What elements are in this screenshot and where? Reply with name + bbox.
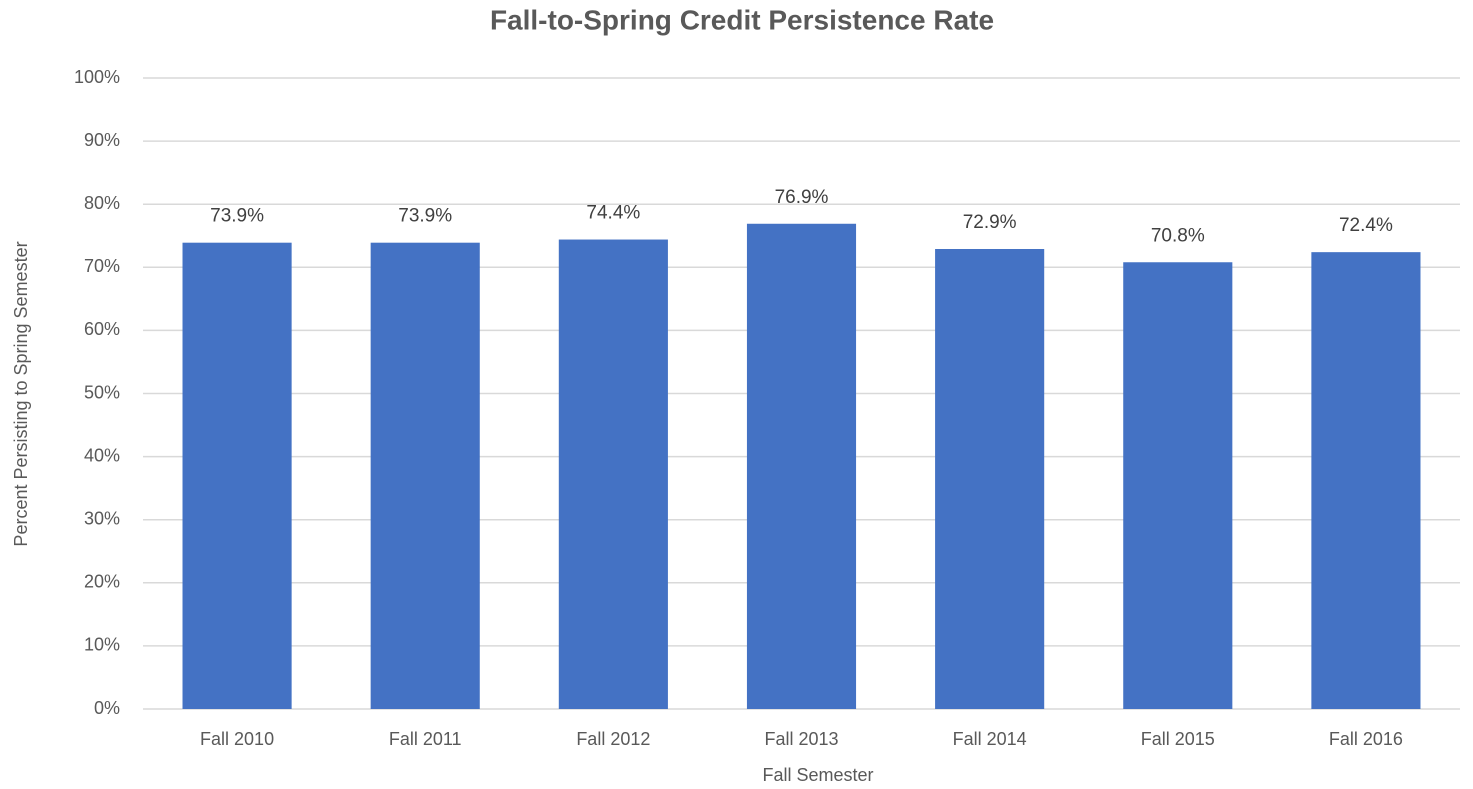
data-label: 73.9% — [210, 206, 264, 227]
data-label: 72.9% — [963, 212, 1017, 233]
y-tick-label: 0% — [94, 698, 120, 718]
y-axis-label: Percent Persisting to Spring Semester — [11, 241, 31, 546]
bar — [746, 223, 857, 710]
x-tick-label: Fall 2010 — [200, 729, 274, 749]
x-tick-label: Fall 2016 — [1329, 729, 1403, 749]
y-tick-label: 20% — [84, 572, 120, 592]
bar — [558, 239, 668, 709]
bar — [370, 242, 480, 710]
bar — [1311, 252, 1421, 709]
data-label: 72.4% — [1339, 215, 1393, 236]
chart-title: Fall-to-Spring Credit Persistence Rate — [490, 4, 994, 35]
bar — [935, 249, 1045, 709]
data-label: 74.4% — [586, 203, 640, 224]
bar — [182, 242, 292, 710]
y-tick-label: 30% — [84, 508, 120, 528]
data-label: 70.8% — [1151, 225, 1205, 246]
y-tick-label: 40% — [84, 445, 120, 465]
y-tick-label: 80% — [84, 193, 120, 213]
x-tick-label: Fall 2013 — [764, 729, 838, 749]
y-tick-label: 70% — [84, 256, 120, 276]
data-label: 73.9% — [398, 206, 452, 227]
y-tick-label: 100% — [74, 67, 120, 87]
y-tick-label: 50% — [84, 382, 120, 402]
x-tick-label: Fall 2015 — [1141, 729, 1215, 749]
x-tick-label: Fall 2012 — [576, 729, 650, 749]
x-tick-label: Fall 2011 — [389, 729, 462, 749]
x-tick-label: Fall 2014 — [953, 729, 1027, 749]
y-tick-label: 60% — [84, 319, 120, 339]
x-axis-label: Fall Semester — [762, 765, 873, 785]
y-tick-label: 90% — [84, 130, 120, 150]
bar — [1123, 262, 1233, 709]
y-tick-label: 10% — [84, 635, 120, 655]
data-label: 76.9% — [775, 187, 829, 208]
